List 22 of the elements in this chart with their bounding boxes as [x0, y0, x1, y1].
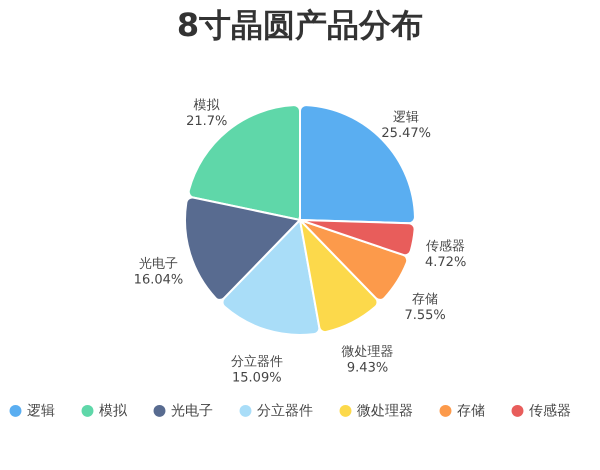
legend-label: 微处理器: [357, 402, 413, 419]
data-label: 9.43%: [346, 360, 388, 376]
data-label: 4.72%: [425, 255, 466, 270]
data-label: 7.55%: [404, 308, 446, 324]
data-label: 21.7%: [186, 114, 228, 130]
slice-label: 分立器件: [230, 354, 283, 370]
legend-label: 存储: [457, 402, 485, 419]
slice-label: 光电子: [138, 256, 178, 272]
chart-title: 8寸晶圆产品分布: [176, 6, 424, 44]
legend-label: 光电子: [171, 402, 213, 419]
slice-label: 微处理器: [342, 344, 394, 360]
data-label: 15.09%: [232, 370, 282, 386]
legend-label: 逻辑: [27, 402, 55, 419]
legend-label: 分立器件: [257, 402, 313, 419]
legend-label: 模拟: [99, 402, 128, 419]
slice-label: 逻辑: [393, 110, 420, 125]
data-label: 16.04%: [134, 272, 184, 288]
slice-label: 传感器: [426, 239, 466, 254]
data-label: 25.47%: [381, 126, 431, 141]
slice-label: 模拟: [194, 98, 221, 114]
legend-label: 传感器: [529, 402, 571, 419]
slice-label: 存储: [412, 292, 438, 308]
